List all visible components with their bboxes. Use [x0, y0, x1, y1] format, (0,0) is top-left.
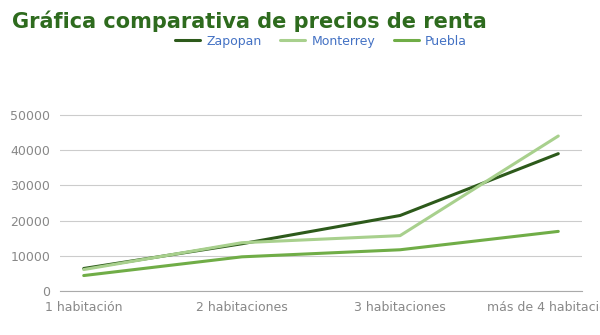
Line: Puebla: Puebla — [84, 231, 558, 276]
Zapopan — [80, 266, 88, 270]
Zapopan — [397, 213, 404, 217]
Puebla — [554, 229, 562, 233]
Monterrey — [397, 233, 404, 238]
Text: Gráfica comparativa de precios de renta: Gráfica comparativa de precios de renta — [12, 10, 487, 31]
Monterrey — [238, 241, 245, 245]
Line: Monterrey: Monterrey — [84, 136, 558, 270]
Puebla — [397, 248, 404, 252]
Line: Zapopan: Zapopan — [84, 154, 558, 268]
Legend: Zapopan, Monterrey, Puebla: Zapopan, Monterrey, Puebla — [170, 29, 472, 53]
Puebla — [238, 255, 245, 259]
Monterrey — [80, 268, 88, 272]
Monterrey — [554, 134, 562, 138]
Zapopan — [238, 242, 245, 246]
Zapopan — [554, 152, 562, 156]
Puebla — [80, 274, 88, 278]
